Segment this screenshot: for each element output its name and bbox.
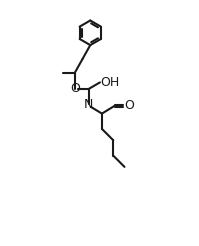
Text: O: O xyxy=(70,82,80,95)
Text: OH: OH xyxy=(100,76,120,89)
Text: N: N xyxy=(84,98,93,111)
Text: O: O xyxy=(125,99,134,112)
